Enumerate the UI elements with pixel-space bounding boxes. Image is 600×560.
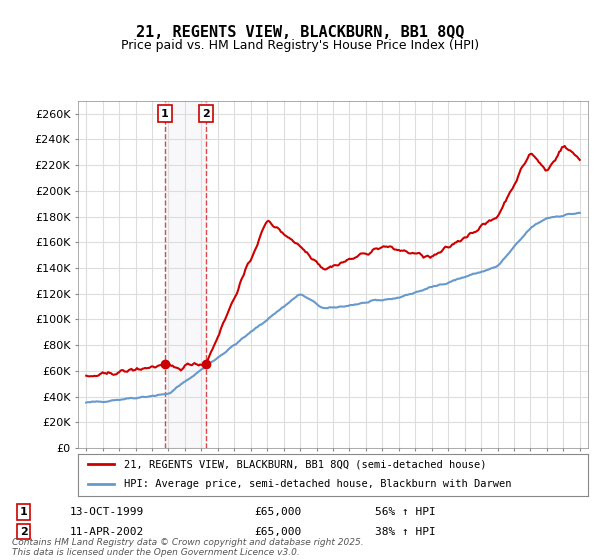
Text: 11-APR-2002: 11-APR-2002 bbox=[70, 527, 144, 536]
Text: 21, REGENTS VIEW, BLACKBURN, BB1 8QQ: 21, REGENTS VIEW, BLACKBURN, BB1 8QQ bbox=[136, 25, 464, 40]
Text: Contains HM Land Registry data © Crown copyright and database right 2025.
This d: Contains HM Land Registry data © Crown c… bbox=[12, 538, 364, 557]
Text: 2: 2 bbox=[202, 109, 210, 119]
Text: £65,000: £65,000 bbox=[254, 507, 301, 517]
Text: 21, REGENTS VIEW, BLACKBURN, BB1 8QQ (semi-detached house): 21, REGENTS VIEW, BLACKBURN, BB1 8QQ (se… bbox=[124, 459, 487, 469]
Text: Price paid vs. HM Land Registry's House Price Index (HPI): Price paid vs. HM Land Registry's House … bbox=[121, 39, 479, 52]
Text: £65,000: £65,000 bbox=[254, 527, 301, 536]
Text: HPI: Average price, semi-detached house, Blackburn with Darwen: HPI: Average price, semi-detached house,… bbox=[124, 479, 511, 489]
Text: 2: 2 bbox=[20, 527, 28, 536]
Text: 1: 1 bbox=[161, 109, 169, 119]
Text: 56% ↑ HPI: 56% ↑ HPI bbox=[375, 507, 436, 517]
Bar bbox=[165, 101, 206, 448]
Text: 1: 1 bbox=[20, 507, 28, 517]
Text: 13-OCT-1999: 13-OCT-1999 bbox=[70, 507, 144, 517]
Text: 38% ↑ HPI: 38% ↑ HPI bbox=[375, 527, 436, 536]
